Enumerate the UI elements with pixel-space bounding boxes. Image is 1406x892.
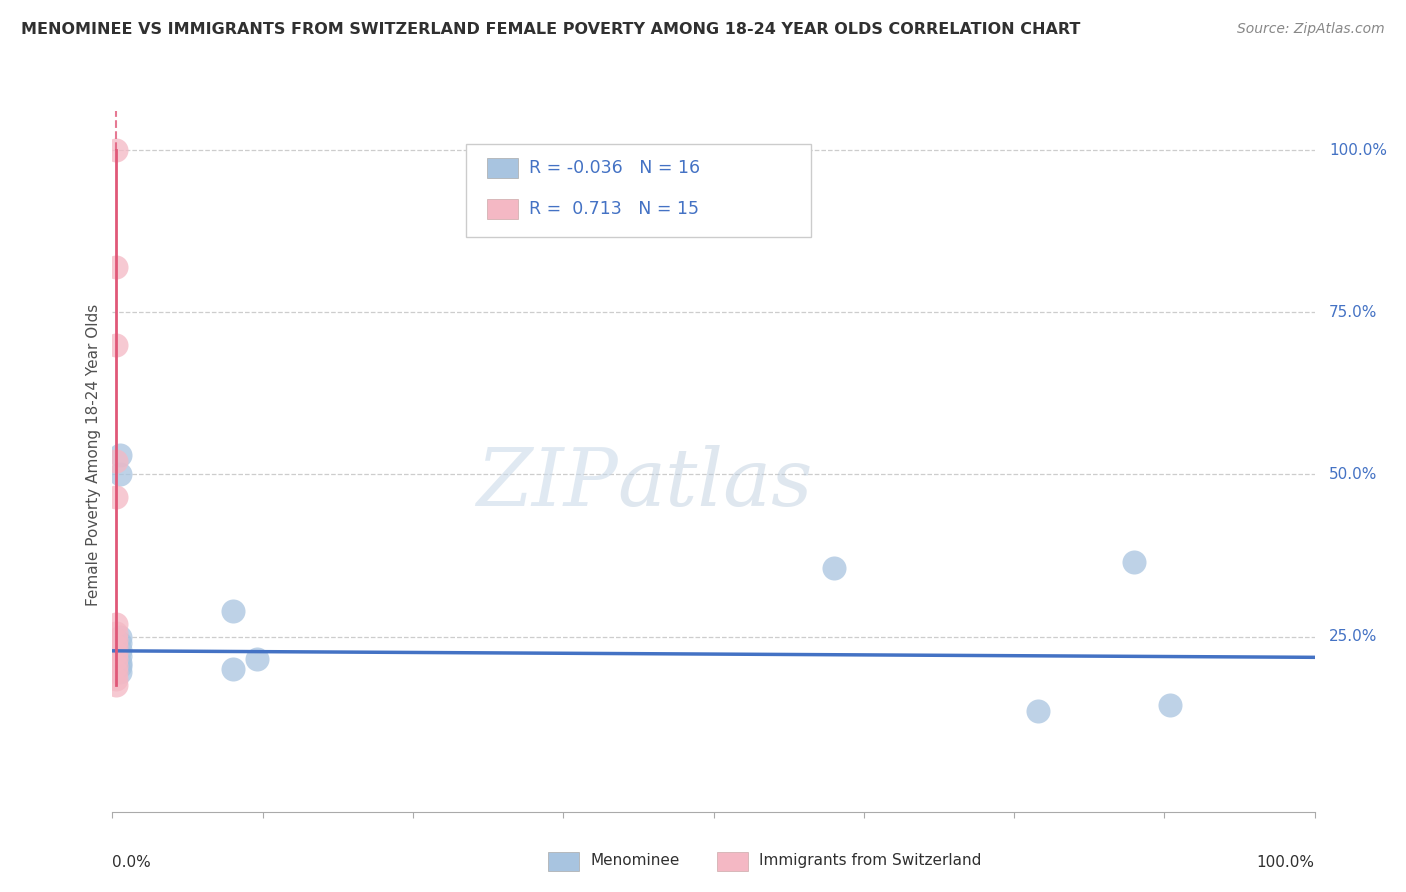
- Y-axis label: Female Poverty Among 18-24 Year Olds: Female Poverty Among 18-24 Year Olds: [86, 304, 101, 606]
- Point: [108, 636, 131, 650]
- Point: [105, 672, 128, 686]
- Text: Source: ZipAtlas.com: Source: ZipAtlas.com: [1237, 22, 1385, 37]
- Point: [105, 640, 128, 654]
- Point: [108, 630, 131, 644]
- Text: ZIP: ZIP: [475, 445, 617, 522]
- Text: R =  0.713   N = 15: R = 0.713 N = 15: [530, 200, 699, 218]
- Point: [108, 665, 131, 680]
- Text: atlas: atlas: [617, 445, 813, 522]
- Text: 100.0%: 100.0%: [1257, 855, 1315, 870]
- Text: MENOMINEE VS IMMIGRANTS FROM SWITZERLAND FEMALE POVERTY AMONG 18-24 YEAR OLDS CO: MENOMINEE VS IMMIGRANTS FROM SWITZERLAND…: [21, 22, 1080, 37]
- Point: [105, 616, 128, 631]
- Point: [105, 646, 128, 660]
- Point: [1159, 698, 1181, 712]
- Point: [105, 665, 128, 680]
- Point: [108, 642, 131, 657]
- Point: [105, 626, 128, 640]
- Point: [222, 662, 245, 676]
- Point: [222, 604, 245, 618]
- Text: Immigrants from Switzerland: Immigrants from Switzerland: [759, 854, 981, 868]
- Point: [1123, 555, 1146, 569]
- Point: [105, 143, 128, 157]
- Point: [105, 652, 128, 666]
- Point: [105, 337, 128, 351]
- Point: [105, 658, 128, 673]
- Text: 100.0%: 100.0%: [1329, 143, 1388, 158]
- Text: 50.0%: 50.0%: [1329, 467, 1378, 482]
- Point: [105, 454, 128, 468]
- Text: 25.0%: 25.0%: [1329, 629, 1378, 644]
- Point: [108, 448, 131, 462]
- Point: [105, 678, 128, 692]
- Text: 75.0%: 75.0%: [1329, 305, 1378, 319]
- Text: Menominee: Menominee: [591, 854, 681, 868]
- Point: [823, 561, 845, 575]
- Point: [105, 260, 128, 274]
- Text: R = -0.036   N = 16: R = -0.036 N = 16: [530, 159, 700, 177]
- Point: [105, 490, 128, 504]
- Point: [108, 656, 131, 670]
- Point: [108, 658, 131, 673]
- Point: [246, 652, 269, 666]
- Text: 0.0%: 0.0%: [112, 855, 152, 870]
- Point: [1026, 704, 1049, 718]
- Point: [105, 632, 128, 647]
- Point: [108, 648, 131, 663]
- Point: [108, 467, 131, 482]
